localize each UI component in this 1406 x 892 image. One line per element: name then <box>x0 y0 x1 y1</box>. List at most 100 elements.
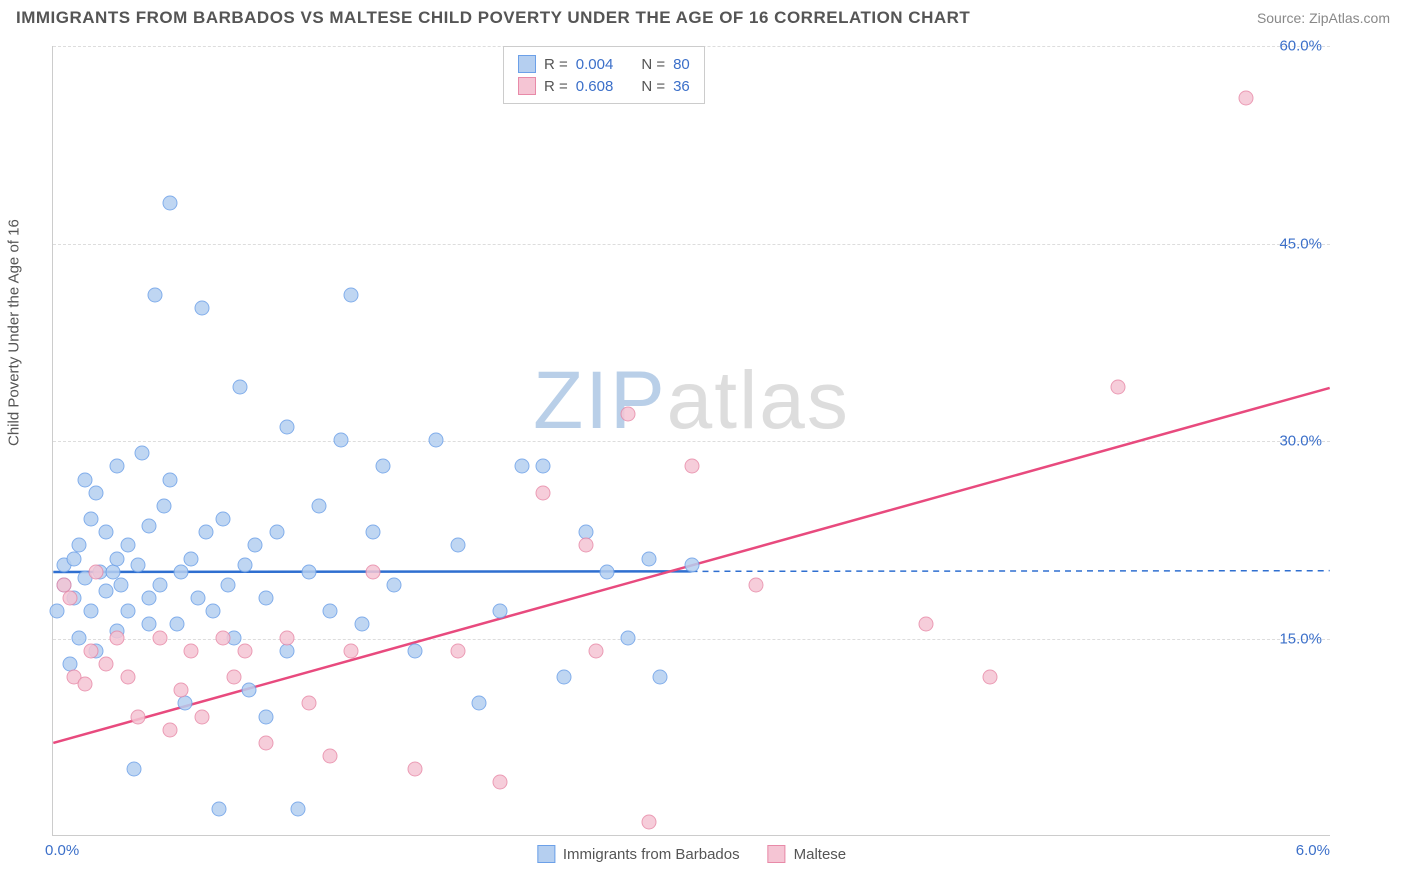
data-point <box>50 604 65 619</box>
data-point <box>205 604 220 619</box>
data-point <box>365 564 380 579</box>
swatch-icon <box>518 55 536 73</box>
gridline <box>53 639 1330 640</box>
data-point <box>148 288 163 303</box>
data-point <box>156 498 171 513</box>
data-point <box>599 564 614 579</box>
data-point <box>109 459 124 474</box>
x-tick-label: 6.0% <box>1296 842 1330 859</box>
legend-item-barbados: Immigrants from Barbados <box>537 845 740 863</box>
data-point <box>152 630 167 645</box>
data-point <box>163 472 178 487</box>
swatch-icon <box>518 77 536 95</box>
data-point <box>109 630 124 645</box>
data-point <box>493 604 508 619</box>
data-point <box>280 630 295 645</box>
data-point <box>84 512 99 527</box>
data-point <box>84 604 99 619</box>
data-point <box>312 498 327 513</box>
source-label: Source: ZipAtlas.com <box>1257 10 1390 26</box>
data-point <box>365 525 380 540</box>
data-point <box>535 459 550 474</box>
data-point <box>280 643 295 658</box>
y-axis-label: Child Poverty Under the Age of 16 <box>6 219 23 446</box>
data-point <box>472 696 487 711</box>
x-tick-label: 0.0% <box>45 842 79 859</box>
data-point <box>450 538 465 553</box>
data-point <box>126 762 141 777</box>
data-point <box>71 538 86 553</box>
data-point <box>621 630 636 645</box>
data-point <box>67 551 82 566</box>
data-point <box>63 591 78 606</box>
data-point <box>241 683 256 698</box>
data-point <box>152 577 167 592</box>
data-point <box>919 617 934 632</box>
data-point <box>386 577 401 592</box>
data-point <box>131 558 146 573</box>
data-point <box>99 584 114 599</box>
data-point <box>344 643 359 658</box>
data-point <box>269 525 284 540</box>
data-point <box>322 749 337 764</box>
data-point <box>535 485 550 500</box>
data-point <box>301 564 316 579</box>
trend-line-dashed <box>692 571 1330 572</box>
data-point <box>248 538 263 553</box>
data-point <box>184 551 199 566</box>
scatter-chart: ZIPatlas 15.0%30.0%45.0%60.0% R = 0.004 … <box>52 46 1330 836</box>
data-point <box>135 446 150 461</box>
y-tick-label: 15.0% <box>1279 630 1322 647</box>
data-point <box>141 591 156 606</box>
data-point <box>84 643 99 658</box>
data-point <box>376 459 391 474</box>
data-point <box>233 380 248 395</box>
data-point <box>621 406 636 421</box>
legend-row-barbados: R = 0.004 N = 80 <box>518 53 690 75</box>
data-point <box>120 670 135 685</box>
data-point <box>354 617 369 632</box>
stats-legend: R = 0.004 N = 80 R = 0.608 N = 36 <box>503 46 705 104</box>
data-point <box>141 617 156 632</box>
data-point <box>227 670 242 685</box>
data-point <box>280 419 295 434</box>
data-point <box>290 801 305 816</box>
data-point <box>99 525 114 540</box>
data-point <box>333 433 348 448</box>
data-point <box>88 564 103 579</box>
data-point <box>71 630 86 645</box>
swatch-icon <box>537 845 555 863</box>
data-point <box>195 301 210 316</box>
data-point <box>322 604 337 619</box>
data-point <box>429 433 444 448</box>
data-point <box>685 558 700 573</box>
data-point <box>237 643 252 658</box>
data-point <box>301 696 316 711</box>
y-tick-label: 45.0% <box>1279 235 1322 252</box>
swatch-icon <box>768 845 786 863</box>
data-point <box>77 676 92 691</box>
data-point <box>450 643 465 658</box>
data-point <box>408 762 423 777</box>
data-point <box>493 775 508 790</box>
data-point <box>131 709 146 724</box>
data-point <box>748 577 763 592</box>
data-point <box>114 577 129 592</box>
data-point <box>216 630 231 645</box>
data-point <box>178 696 193 711</box>
data-point <box>163 722 178 737</box>
watermark: ZIPatlas <box>533 354 850 448</box>
page-title: IMMIGRANTS FROM BARBADOS VS MALTESE CHIL… <box>16 8 970 28</box>
data-point <box>199 525 214 540</box>
bottom-legend: Immigrants from Barbados Maltese <box>537 845 846 863</box>
data-point <box>514 459 529 474</box>
y-tick-label: 30.0% <box>1279 433 1322 450</box>
data-point <box>216 512 231 527</box>
data-point <box>642 551 657 566</box>
data-point <box>169 617 184 632</box>
data-point <box>1111 380 1126 395</box>
data-point <box>259 735 274 750</box>
data-point <box>173 564 188 579</box>
y-tick-label: 60.0% <box>1279 38 1322 55</box>
data-point <box>220 577 235 592</box>
